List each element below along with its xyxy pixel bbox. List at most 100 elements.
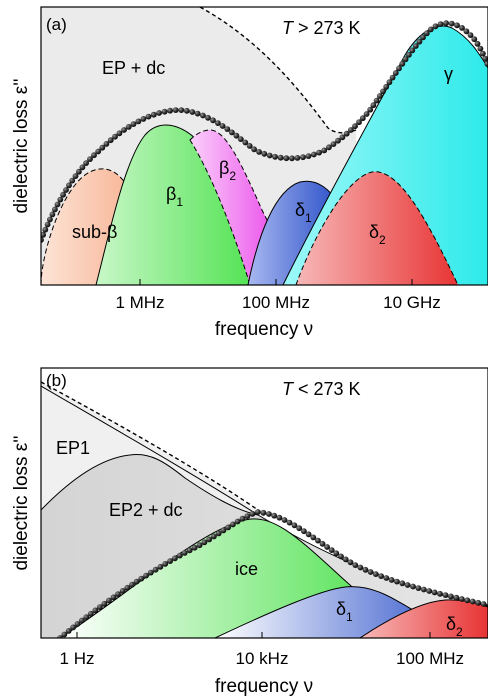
data-point (135, 118, 142, 125)
data-point (74, 621, 81, 627)
data-point (41, 231, 46, 238)
data-point (448, 20, 455, 27)
panel-b-data-points (57, 509, 488, 638)
panel-b-plot-area (41, 381, 488, 638)
data-point (234, 518, 241, 525)
data-point (281, 517, 288, 523)
panel-a-y-axis-title: dielectric loss ε'' (11, 78, 32, 213)
data-point (373, 97, 380, 104)
data-point (352, 123, 358, 130)
data-point (96, 604, 103, 610)
data-point (205, 114, 211, 121)
data-point (471, 36, 478, 43)
data-point (448, 593, 454, 600)
ice-label: ice (235, 559, 258, 579)
panel-a-frame (40, 6, 488, 286)
panel-b-y-axis-title: dielectric loss ε'' (11, 435, 32, 570)
x-tick-label: 10 GHz (383, 293, 441, 312)
data-point (458, 596, 465, 602)
data-point (352, 562, 359, 568)
data-point (362, 566, 369, 573)
data-point (211, 533, 217, 540)
data-point (233, 132, 240, 139)
data-point (396, 65, 402, 72)
data-point (464, 597, 471, 604)
data-point (319, 540, 326, 547)
data-point (255, 509, 261, 515)
panel-a-x-axis-title: frequency ν (215, 319, 313, 340)
data-point (41, 237, 44, 243)
data-point (412, 43, 419, 49)
data-point (296, 525, 303, 532)
data-point (121, 127, 127, 133)
data-point (311, 151, 317, 158)
data-point (244, 513, 251, 519)
data-point (266, 152, 273, 159)
data-point (370, 102, 377, 109)
panel-a-plot-area (41, 7, 488, 285)
data-point (442, 592, 449, 598)
data-point (276, 514, 283, 521)
data-point (57, 196, 64, 203)
data-point (138, 575, 145, 582)
data-point (103, 141, 110, 147)
data-point (410, 583, 416, 590)
data-point (272, 153, 278, 160)
x-tick-label: 100 MHz (242, 293, 310, 312)
data-point (423, 30, 430, 37)
panel-a-condition: T > 273 K (282, 18, 361, 38)
data-point (101, 600, 108, 607)
data-point (256, 149, 262, 155)
data-point (315, 537, 321, 544)
beta2-label: β2 (219, 158, 236, 183)
data-point (477, 45, 484, 52)
data-point (415, 585, 422, 591)
data-point (63, 187, 69, 193)
data-point (283, 155, 290, 162)
data-point (65, 628, 72, 634)
data-point (480, 50, 486, 57)
data-point (70, 624, 76, 631)
data-point (394, 578, 400, 585)
data-point (133, 578, 140, 585)
data-point (239, 515, 246, 522)
data-point (200, 112, 206, 119)
data-point (69, 177, 76, 184)
delta1-label-b: δ1 (336, 599, 353, 624)
data-point (110, 594, 117, 601)
x-tick-label: 1 MHz (115, 293, 164, 312)
data-point (294, 155, 301, 161)
data-point (246, 143, 253, 149)
data-point (61, 631, 68, 638)
data-point (167, 558, 174, 564)
data-point (215, 120, 221, 126)
data-point (229, 129, 235, 136)
data-point (291, 522, 298, 529)
data-point (251, 146, 257, 153)
data-point (383, 83, 390, 90)
data-point (44, 221, 51, 228)
data-point (437, 590, 443, 597)
data-point (172, 107, 179, 113)
data-point (328, 547, 335, 553)
data-point (167, 107, 174, 114)
data-point (72, 173, 79, 180)
data-point (99, 144, 106, 151)
data-point (49, 211, 56, 218)
panel-a-tag: (a) (46, 15, 67, 34)
data-point (380, 88, 386, 95)
data-point (454, 22, 460, 29)
data-point (201, 539, 208, 546)
data-point (480, 601, 487, 607)
data-point (261, 150, 268, 157)
data-point (125, 124, 132, 130)
data-point (378, 573, 384, 579)
data-point (443, 20, 449, 27)
data-point (47, 216, 53, 223)
data-point (107, 137, 114, 144)
data-point (459, 25, 465, 31)
data-point (130, 121, 137, 127)
data-point (347, 559, 354, 566)
data-point (260, 509, 267, 516)
data-point (406, 51, 412, 58)
